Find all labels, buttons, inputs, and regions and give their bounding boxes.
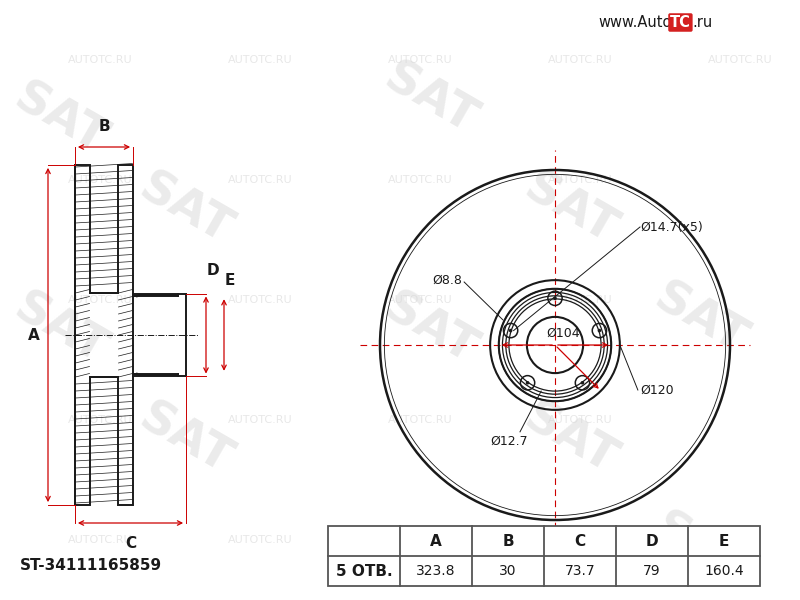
Text: E: E [225,274,235,289]
Text: AUTOTC.RU: AUTOTC.RU [68,55,132,65]
Text: SAT: SAT [516,166,624,254]
Circle shape [581,381,584,385]
Bar [328,526,760,586]
Text: SAT: SAT [6,76,114,164]
Text: AUTOTC.RU: AUTOTC.RU [388,55,452,65]
Text: TC: TC [670,15,691,30]
Text: AUTOTC.RU: AUTOTC.RU [228,55,292,65]
Text: B: B [502,533,514,548]
Text: AUTOTC.RU: AUTOTC.RU [388,535,452,545]
Text: AUTOTC.RU: AUTOTC.RU [548,415,612,425]
Text: AUTOTC.RU: AUTOTC.RU [68,535,132,545]
Text: Ø104: Ø104 [546,327,580,340]
Text: SAT: SAT [130,395,239,484]
Text: AUTOTC.RU: AUTOTC.RU [388,415,452,425]
Text: AUTOTC.RU: AUTOTC.RU [228,295,292,305]
Text: SAT: SAT [646,275,754,364]
Text: 323.8: 323.8 [416,564,456,578]
Circle shape [526,381,530,385]
Text: AUTOTC.RU: AUTOTC.RU [388,175,452,185]
Text: D: D [207,263,220,278]
Text: ST-34111165859: ST-34111165859 [20,557,162,572]
Text: AUTOTC.RU: AUTOTC.RU [68,175,132,185]
Text: AUTOTC.RU: AUTOTC.RU [228,415,292,425]
Text: C: C [574,533,586,548]
Text: AUTOTC.RU: AUTOTC.RU [68,295,132,305]
Text: C: C [125,536,136,551]
Text: AUTOTC.RU: AUTOTC.RU [708,55,772,65]
Text: SAT: SAT [6,286,114,374]
Text: Ø12.7: Ø12.7 [490,435,528,448]
Text: .ru: .ru [692,15,712,30]
Text: AUTOTC.RU: AUTOTC.RU [68,415,132,425]
Text: 5 ОТВ.: 5 ОТВ. [336,563,392,578]
Text: AUTOTC.RU: AUTOTC.RU [548,175,612,185]
Text: 160.4: 160.4 [704,564,744,578]
Text: 73.7: 73.7 [565,564,595,578]
Text: SAT: SAT [376,56,484,145]
Text: SAT: SAT [130,166,239,254]
Text: 30: 30 [499,564,517,578]
Text: A: A [430,533,442,548]
Text: AUTOTC.RU: AUTOTC.RU [228,535,292,545]
Text: SAT: SAT [516,395,624,484]
Text: E: E [719,533,729,548]
Text: 79: 79 [643,564,661,578]
Circle shape [554,296,557,300]
Bar [328,526,760,586]
Text: B: B [98,119,110,134]
Text: Ø14.7(x5): Ø14.7(x5) [640,220,702,233]
Text: SAT: SAT [646,506,754,595]
Text: AUTOTC.RU: AUTOTC.RU [548,55,612,65]
Text: SAT: SAT [376,286,484,374]
Text: D: D [646,533,658,548]
Text: Ø120: Ø120 [640,383,674,397]
Circle shape [598,329,602,332]
Text: www.Auto: www.Auto [598,15,671,30]
Text: A: A [28,328,40,343]
Text: AUTOTC.RU: AUTOTC.RU [228,175,292,185]
Text: AUTOTC.RU: AUTOTC.RU [548,295,612,305]
Text: AUTOTC.RU: AUTOTC.RU [548,535,612,545]
Text: Ø8.8: Ø8.8 [432,274,462,286]
Circle shape [509,329,512,332]
Text: AUTOTC.RU: AUTOTC.RU [388,295,452,305]
